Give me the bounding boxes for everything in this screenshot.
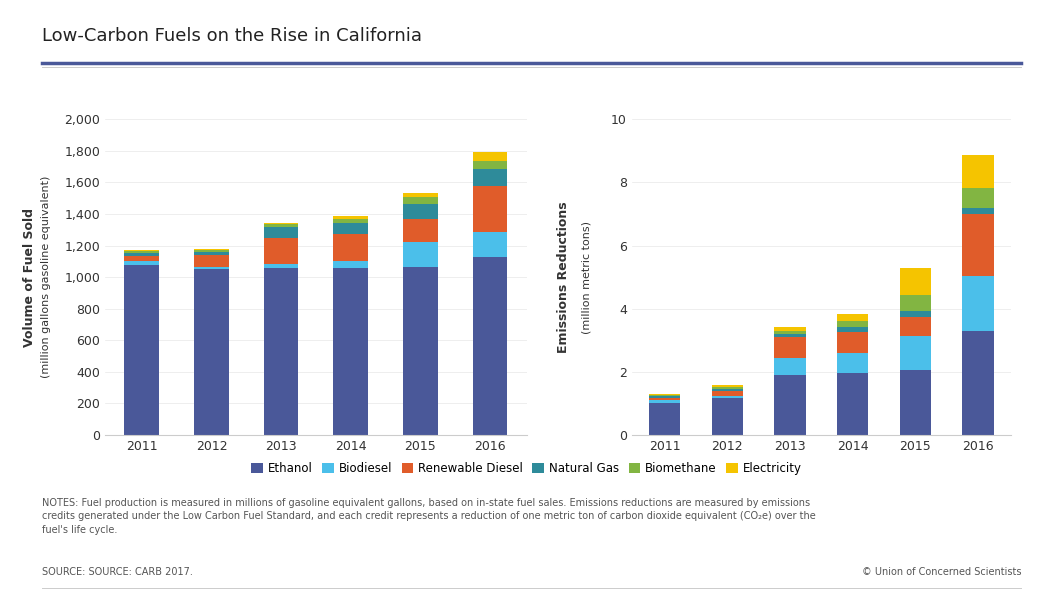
Bar	[124, 261, 159, 265]
Text: Volume of Fuel Sold: Volume of Fuel Sold	[23, 207, 36, 347]
Bar	[649, 403, 680, 435]
Bar	[899, 311, 931, 316]
Bar	[124, 250, 159, 251]
Bar	[473, 257, 508, 435]
Bar	[899, 336, 931, 370]
Bar	[899, 295, 931, 311]
Bar	[649, 401, 680, 403]
Bar	[263, 263, 298, 268]
Bar	[473, 185, 508, 232]
Bar	[837, 353, 869, 374]
Bar	[403, 219, 438, 241]
Bar	[774, 358, 806, 375]
Bar	[263, 238, 298, 263]
Bar	[194, 269, 229, 435]
Bar	[774, 337, 806, 358]
Legend: Ethanol, Biodiesel, Renewable Diesel, Natural Gas, Biomethane, Electricity: Ethanol, Biodiesel, Renewable Diesel, Na…	[246, 457, 807, 480]
Bar	[194, 255, 229, 267]
Text: Low-Carbon Fuels on the Rise in California: Low-Carbon Fuels on the Rise in Californ…	[42, 27, 422, 45]
Bar	[403, 204, 438, 219]
Bar	[837, 374, 869, 435]
Bar	[774, 334, 806, 337]
Text: SOURCE: SOURCE: CARB 2017.: SOURCE: SOURCE: CARB 2017.	[42, 567, 193, 578]
Bar	[473, 151, 508, 161]
Bar	[837, 314, 869, 321]
Bar	[124, 251, 159, 253]
Bar	[649, 398, 680, 401]
Text: NOTES: Fuel production is measured in millions of gasoline equivalent gallons, b: NOTES: Fuel production is measured in mi…	[42, 498, 816, 535]
Text: Emissions Reductions: Emissions Reductions	[557, 201, 570, 353]
Bar	[712, 387, 743, 389]
Bar	[334, 219, 369, 223]
Bar	[334, 234, 369, 260]
Bar	[124, 256, 159, 261]
Bar	[774, 331, 806, 334]
Bar	[899, 268, 931, 295]
Bar	[649, 396, 680, 398]
Bar	[403, 197, 438, 204]
Bar	[712, 390, 743, 396]
Bar	[837, 333, 869, 353]
Bar	[263, 268, 298, 435]
Bar	[473, 169, 508, 185]
Bar	[962, 275, 994, 331]
Bar	[263, 224, 298, 228]
Bar	[403, 193, 438, 197]
Bar	[962, 155, 994, 188]
Bar	[263, 228, 298, 238]
Bar	[194, 267, 229, 269]
Bar	[334, 268, 369, 435]
Text: (million metric tons): (million metric tons)	[581, 221, 592, 334]
Bar	[899, 370, 931, 435]
Bar	[649, 394, 680, 395]
Bar	[962, 331, 994, 435]
Bar	[712, 385, 743, 387]
Bar	[403, 241, 438, 267]
Bar	[124, 253, 159, 256]
Bar	[962, 214, 994, 275]
Bar	[194, 249, 229, 250]
Bar	[774, 327, 806, 331]
Bar	[334, 260, 369, 268]
Bar	[194, 252, 229, 255]
Bar	[712, 396, 743, 398]
Bar	[712, 389, 743, 390]
Bar	[473, 232, 508, 257]
Text: © Union of Concerned Scientists: © Union of Concerned Scientists	[862, 567, 1021, 578]
Bar	[124, 265, 159, 435]
Bar	[473, 161, 508, 169]
Bar	[194, 250, 229, 252]
Bar	[962, 207, 994, 214]
Bar	[649, 395, 680, 396]
Bar	[774, 375, 806, 435]
Text: (million gallons gasoline equivalent): (million gallons gasoline equivalent)	[41, 176, 52, 378]
Bar	[403, 267, 438, 435]
Bar	[962, 188, 994, 207]
Bar	[899, 316, 931, 336]
Bar	[712, 398, 743, 435]
Bar	[263, 223, 298, 224]
Bar	[334, 216, 369, 219]
Bar	[837, 321, 869, 327]
Bar	[837, 327, 869, 333]
Bar	[334, 223, 369, 234]
